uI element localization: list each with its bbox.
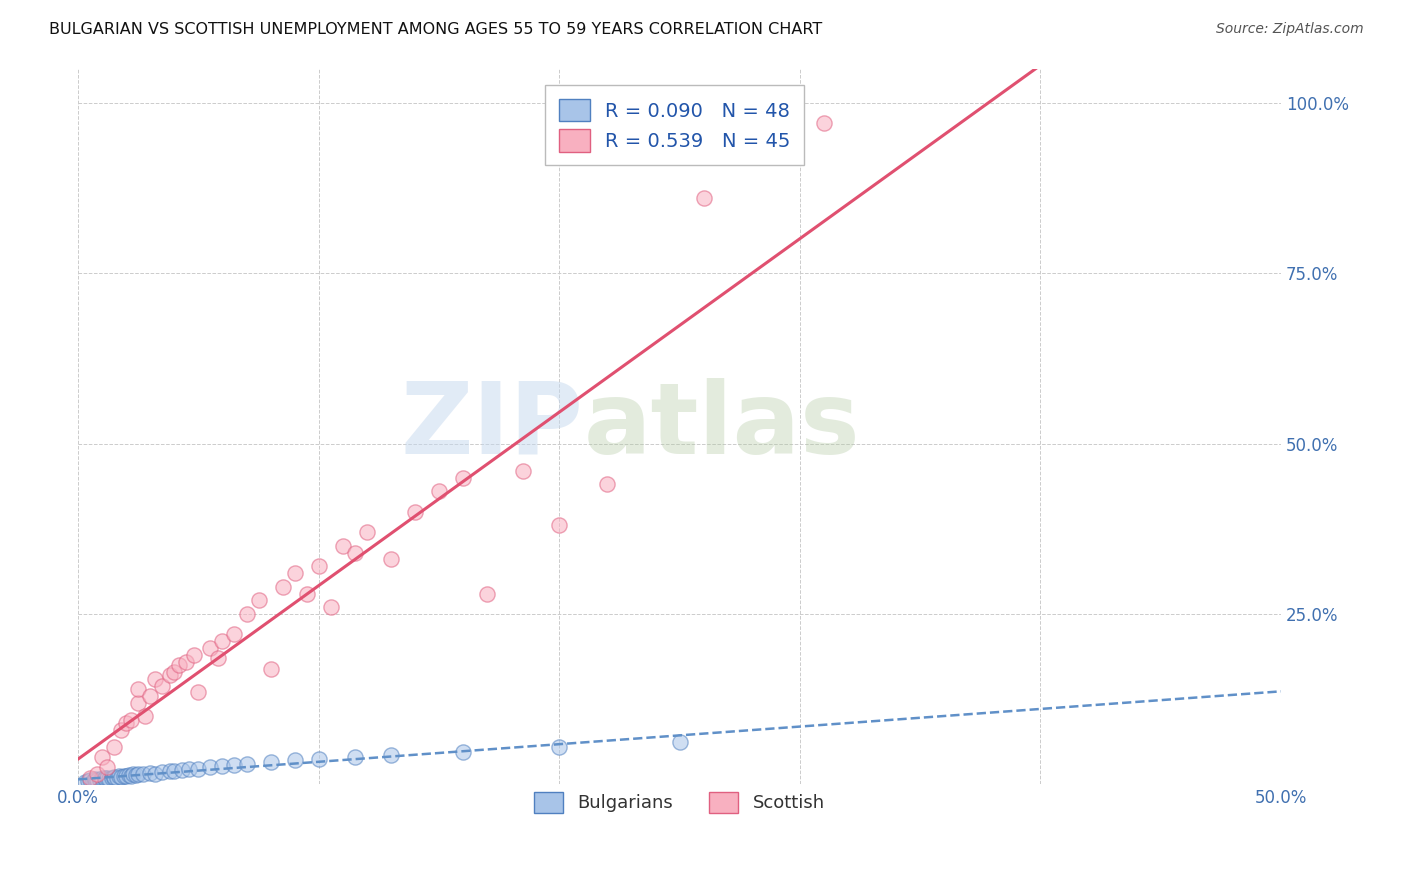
Point (271, 580, 294, 594)
Point (308, 559, 330, 574)
Point (93, 772, 115, 786)
Point (139, 689, 162, 703)
Point (170, 763, 193, 777)
Point (183, 648, 205, 662)
Point (319, 600, 342, 615)
Text: Source: ZipAtlas.com: Source: ZipAtlas.com (1216, 22, 1364, 37)
Point (101, 771, 124, 785)
Point (200, 760, 222, 774)
Point (284, 753, 307, 767)
Point (176, 655, 198, 669)
Point (451, 470, 474, 484)
Point (159, 764, 181, 779)
Point (86, 773, 108, 788)
Point (692, 191, 714, 205)
Point (105, 771, 128, 785)
Point (91, 772, 114, 786)
Point (96, 772, 118, 786)
Point (139, 765, 162, 780)
Point (76, 774, 98, 789)
Point (211, 759, 233, 773)
Point (332, 539, 354, 553)
Point (163, 665, 186, 679)
Point (548, 739, 571, 754)
Point (187, 685, 209, 699)
Point (259, 661, 281, 675)
Point (117, 768, 139, 782)
Point (224, 758, 246, 772)
Point (79, 772, 101, 787)
Point (247, 593, 270, 607)
Text: ZIP: ZIP (401, 378, 583, 475)
Point (103, 770, 125, 784)
Point (356, 525, 378, 540)
Point (200, 641, 222, 656)
Point (82, 774, 104, 789)
Point (103, 772, 125, 786)
Point (84, 774, 107, 789)
Point (120, 713, 142, 727)
Point (122, 767, 145, 781)
Point (96, 760, 118, 774)
Point (235, 607, 257, 621)
Point (404, 505, 426, 519)
Point (380, 552, 402, 566)
Point (89, 772, 111, 787)
Point (84, 772, 107, 786)
Point (112, 768, 135, 782)
Point (115, 769, 138, 783)
Point (110, 723, 132, 737)
Point (103, 739, 125, 754)
Point (75, 775, 97, 789)
Point (451, 745, 474, 759)
Point (79, 771, 101, 785)
Point (167, 658, 190, 673)
Point (127, 696, 149, 710)
Point (115, 716, 138, 731)
Point (813, 116, 835, 130)
Point (143, 766, 166, 780)
Point (150, 679, 173, 693)
Point (207, 651, 229, 665)
Point (127, 681, 149, 696)
Point (134, 709, 156, 723)
Point (125, 768, 148, 782)
Point (132, 767, 155, 781)
Text: BULGARIAN VS SCOTTISH UNEMPLOYMENT AMONG AGES 55 TO 59 YEARS CORRELATION CHART: BULGARIAN VS SCOTTISH UNEMPLOYMENT AMONG… (49, 22, 823, 37)
Point (163, 764, 186, 778)
Point (343, 546, 366, 560)
Point (187, 762, 209, 776)
Legend: Bulgarians, Scottish: Bulgarians, Scottish (522, 780, 838, 825)
Point (108, 769, 131, 783)
Point (120, 768, 142, 782)
Point (224, 627, 246, 641)
Point (295, 586, 318, 600)
Point (91, 773, 114, 788)
Text: atlas: atlas (583, 378, 860, 475)
Point (548, 518, 571, 533)
Point (308, 751, 330, 765)
Point (110, 770, 132, 784)
Point (91, 750, 114, 764)
Point (98, 772, 121, 786)
Point (512, 464, 534, 478)
Point (427, 484, 450, 499)
Point (284, 566, 307, 580)
Point (668, 735, 690, 749)
Point (93, 771, 115, 785)
Point (259, 755, 281, 769)
Point (235, 756, 257, 771)
Point (475, 586, 498, 600)
Point (177, 763, 200, 777)
Point (159, 668, 181, 682)
Point (596, 477, 619, 491)
Point (211, 634, 233, 648)
Point (86, 767, 108, 781)
Point (127, 766, 149, 780)
Point (343, 750, 366, 764)
Point (150, 765, 173, 780)
Point (380, 748, 402, 763)
Point (143, 672, 166, 686)
